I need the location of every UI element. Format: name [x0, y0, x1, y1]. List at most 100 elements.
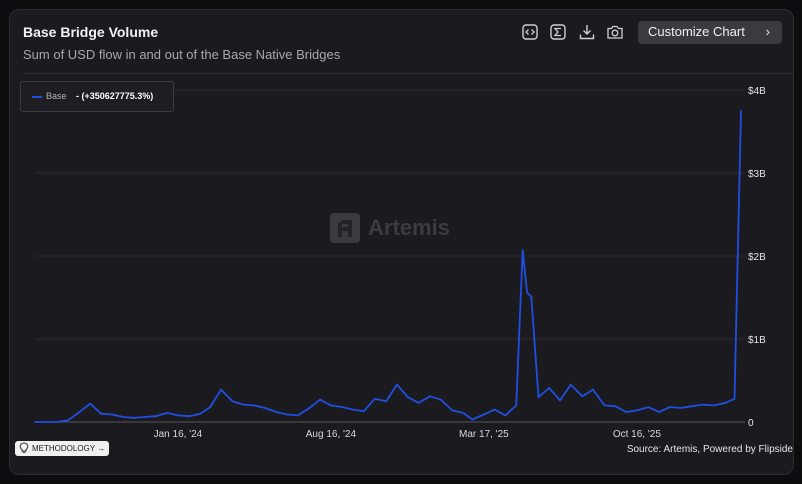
data-point: [548, 387, 551, 389]
lightbulb-icon: [19, 442, 29, 454]
data-point: [319, 398, 321, 401]
watermark-text: Artemis: [368, 215, 450, 240]
legend-series-name: Base: [46, 91, 67, 101]
x-tick-label: Oct 16, '25: [613, 429, 661, 440]
data-point: [526, 291, 528, 294]
sum-icon[interactable]: [549, 23, 567, 41]
arrow-right-icon: →: [94, 444, 106, 453]
x-tick-label: Jan 16, '24: [154, 429, 203, 440]
data-point: [242, 403, 245, 406]
data-point: [702, 403, 704, 406]
data-point: [67, 419, 69, 422]
data-point: [581, 395, 584, 398]
download-icon[interactable]: [578, 23, 596, 41]
data-point: [166, 412, 169, 414]
series-line-base: [35, 110, 742, 423]
data-point: [199, 412, 202, 415]
data-point: [363, 410, 365, 413]
data-point: [603, 404, 606, 407]
data-point: [636, 409, 638, 412]
data-point: [462, 412, 464, 414]
artemis-logo-icon: [330, 213, 360, 243]
data-point: [451, 409, 454, 412]
data-point: [275, 411, 278, 413]
data-point: [78, 411, 81, 413]
data-point: [110, 413, 113, 416]
header-divider: [23, 73, 793, 74]
y-tick-label: $1B: [748, 335, 766, 346]
data-point: [537, 396, 540, 398]
data-point: [733, 397, 736, 400]
data-point: [504, 414, 507, 417]
chart-title: Base Bridge Volume: [23, 24, 159, 40]
data-point: [417, 402, 420, 404]
data-point: [515, 404, 518, 407]
data-point: [44, 421, 47, 423]
data-point: [614, 405, 617, 408]
data-point: [307, 407, 310, 410]
chart-legend[interactable]: Base - (+350627775.3%): [20, 81, 174, 112]
data-point: [352, 408, 355, 411]
data-point: [406, 396, 409, 398]
data-point: [34, 421, 36, 423]
data-point: [56, 421, 59, 423]
data-point: [691, 405, 694, 408]
x-tick-label: Aug 16, '24: [306, 429, 357, 440]
data-point: [220, 388, 222, 391]
data-point: [483, 413, 485, 416]
data-point: [559, 399, 561, 402]
data-point: [188, 415, 191, 418]
customize-chart-button[interactable]: Customize Chart ›: [638, 21, 782, 44]
legend-swatch: [32, 96, 42, 98]
source-attribution: Source: Artemis, Powered by Flipside: [626, 444, 793, 455]
chart-subtitle: Sum of USD flow in and out of the Base N…: [23, 47, 341, 62]
data-point: [373, 397, 376, 400]
data-point: [100, 412, 102, 415]
data-point: [592, 388, 594, 391]
embed-icon[interactable]: [521, 23, 539, 41]
data-point: [471, 418, 474, 421]
data-point: [330, 404, 332, 407]
y-tick-label: 0: [748, 418, 754, 429]
data-point: [521, 249, 524, 252]
data-point: [429, 395, 431, 398]
data-point: [439, 398, 442, 401]
data-point: [385, 400, 388, 403]
data-point: [253, 404, 256, 407]
data-point: [530, 295, 533, 298]
methodology-button[interactable]: METHODOLOGY →: [15, 441, 109, 456]
data-point: [647, 406, 650, 408]
data-point: [740, 109, 742, 112]
data-point: [396, 383, 398, 386]
data-point: [133, 417, 136, 419]
data-point: [122, 416, 125, 418]
data-point: [341, 406, 344, 408]
data-point: [263, 407, 266, 409]
data-point: [177, 414, 179, 417]
data-point: [154, 415, 157, 418]
methodology-label: METHODOLOGY: [32, 444, 95, 453]
data-point: [713, 404, 716, 407]
data-point: [724, 402, 727, 404]
data-point: [669, 406, 671, 408]
data-point: [679, 407, 682, 409]
data-point: [493, 408, 496, 411]
camera-icon[interactable]: [606, 23, 624, 41]
y-tick-label: $3B: [748, 169, 766, 180]
data-point: [297, 414, 299, 417]
data-point: [286, 413, 288, 416]
data-point: [625, 411, 627, 413]
data-point: [658, 411, 660, 413]
chevron-right-icon: ›: [765, 24, 770, 39]
data-point: [89, 402, 92, 405]
data-point: [569, 383, 572, 386]
y-tick-label: $4B: [748, 86, 766, 97]
x-tick-label: Mar 17, '25: [459, 429, 509, 440]
data-point: [209, 406, 212, 408]
data-point: [144, 416, 146, 418]
legend-change: - (+350627775.3%): [76, 91, 154, 101]
data-point: [231, 400, 234, 403]
y-tick-label: $2B: [748, 252, 766, 263]
customize-chart-label: Customize Chart: [648, 24, 745, 39]
